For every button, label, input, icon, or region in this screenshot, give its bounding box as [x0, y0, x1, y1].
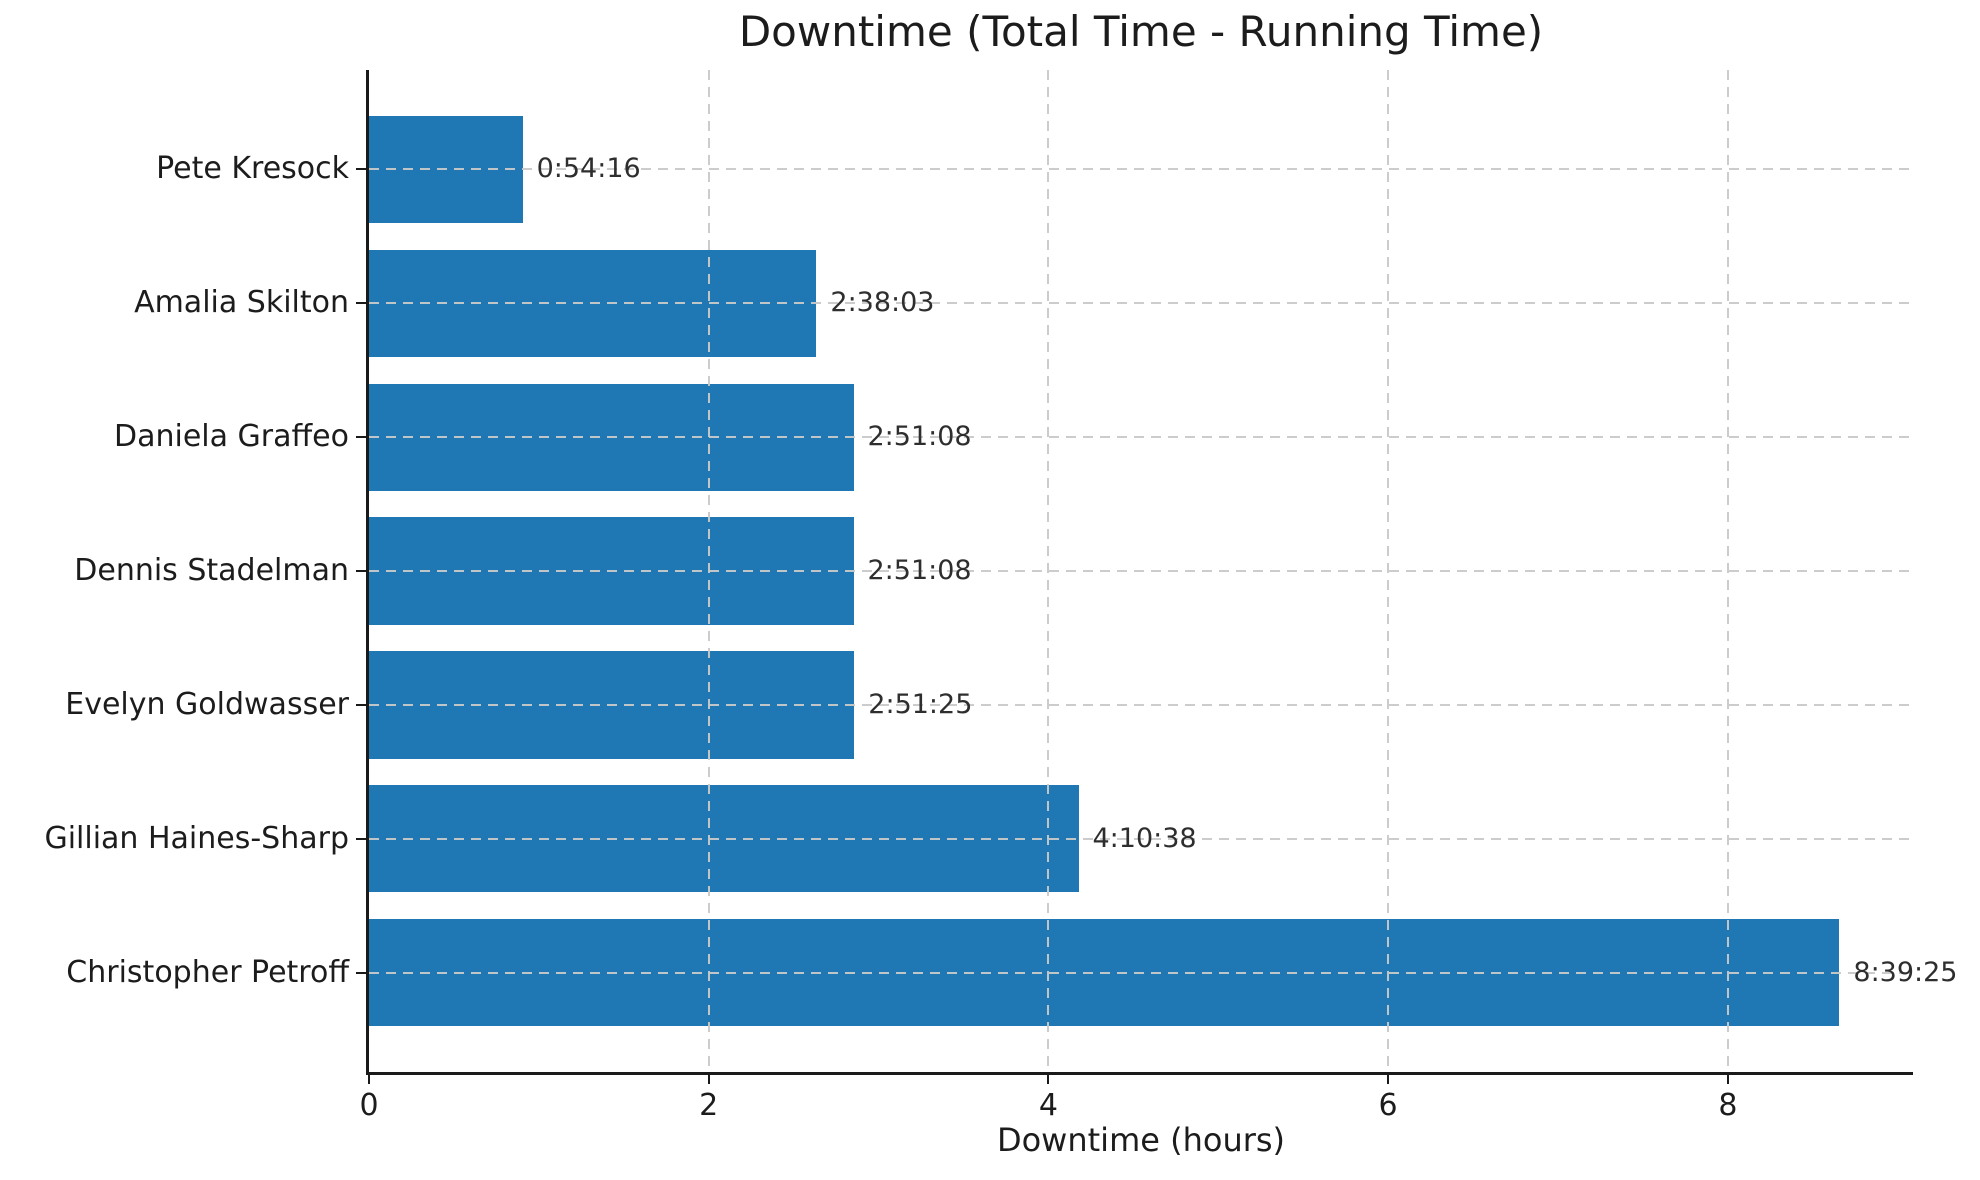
y-tick-mark	[356, 302, 366, 305]
x-axis-label: Downtime (hours)	[996, 1121, 1286, 1159]
h-gridline	[369, 570, 1910, 572]
v-gridline	[1726, 70, 1729, 1072]
y-tick-label: Dennis Stadelman	[74, 553, 349, 588]
bar-value-label: 0:54:16	[536, 153, 641, 185]
bar-value-label: 2:51:08	[867, 421, 972, 452]
h-gridline	[369, 168, 1910, 171]
y-tick-mark	[356, 971, 366, 974]
bar-value-label: 4:10:38	[1092, 822, 1197, 854]
y-tick-label: Amalia Skilton	[134, 285, 349, 321]
h-gridline	[369, 436, 1910, 438]
h-gridline	[369, 837, 1910, 840]
bar-value-label: 2:51:25	[868, 689, 973, 720]
x-tick-mark	[1047, 1075, 1050, 1084]
bottom-spine	[366, 1072, 1913, 1075]
h-gridline	[369, 704, 1910, 706]
x-tick-mark	[1387, 1075, 1390, 1084]
bar-value-label: 2:51:08	[867, 555, 972, 586]
y-tick-label: Daniela Graffeo	[114, 419, 349, 454]
x-tick-label: 6	[1378, 1088, 1398, 1123]
bar-value-label: 2:38:03	[830, 287, 935, 319]
v-gridline	[707, 70, 710, 1072]
x-tick-mark	[707, 1075, 710, 1084]
x-tick-label: 4	[1038, 1088, 1058, 1123]
y-tick-mark	[356, 704, 366, 706]
v-gridline	[1047, 70, 1050, 1072]
y-tick-label: Evelyn Goldwasser	[65, 687, 349, 722]
y-tick-label: Gillian Haines-Sharp	[44, 820, 349, 856]
bar-value-label: 8:39:25	[1853, 956, 1958, 988]
h-gridline	[369, 971, 1910, 974]
left-spine	[366, 70, 369, 1075]
y-tick-mark	[356, 436, 366, 438]
y-tick-mark	[356, 837, 366, 840]
x-tick-mark	[368, 1075, 370, 1084]
x-tick-label: 8	[1718, 1088, 1738, 1123]
y-tick-label: Christopher Petroff	[66, 954, 349, 990]
x-tick-label: 2	[699, 1088, 719, 1123]
h-gridline	[369, 302, 1910, 305]
y-tick-mark	[356, 570, 366, 572]
y-tick-label: Pete Kresock	[156, 151, 349, 187]
y-tick-mark	[356, 168, 366, 171]
v-gridline	[1387, 70, 1390, 1072]
chart-title: Downtime (Total Time - Running Time)	[738, 7, 1544, 56]
x-tick-mark	[1726, 1075, 1729, 1084]
x-tick-label: 0	[359, 1088, 379, 1123]
